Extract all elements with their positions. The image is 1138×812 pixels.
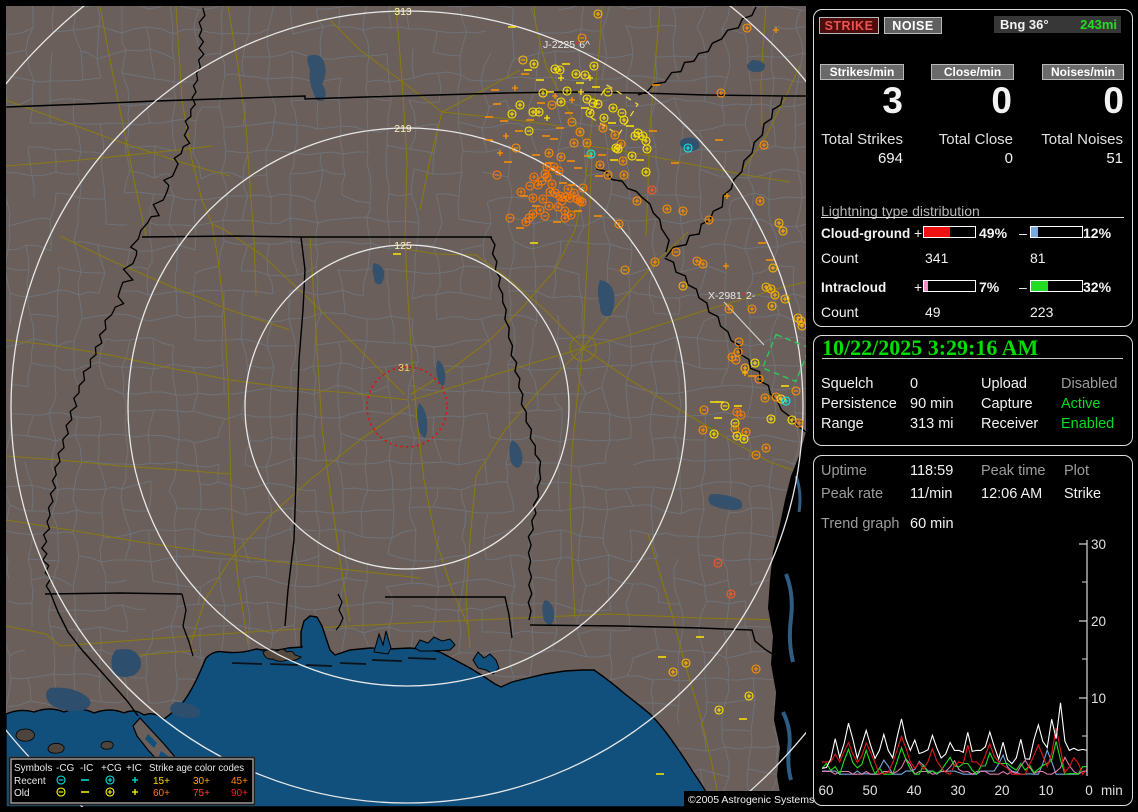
svg-text:30: 30 <box>950 783 965 798</box>
svg-text:Recent: Recent <box>14 776 46 787</box>
svg-text:X-2981*2-: X-2981*2- <box>708 290 756 302</box>
svg-text:-IC: -IC <box>80 763 93 774</box>
svg-text:J-2225*6^: J-2225*6^ <box>543 39 590 51</box>
svg-text:0: 0 <box>1085 783 1093 798</box>
svg-text:219: 219 <box>394 123 412 135</box>
svg-text:Strike age color codes: Strike age color codes <box>149 763 244 774</box>
svg-text:+IC: +IC <box>126 763 142 774</box>
svg-text:min: min <box>1101 783 1123 798</box>
svg-text:30+: 30+ <box>193 776 210 787</box>
svg-text:©2005 Astrogenic Systems: ©2005 Astrogenic Systems <box>688 794 814 806</box>
svg-text:45+: 45+ <box>231 776 248 787</box>
svg-text:90+: 90+ <box>231 788 248 799</box>
svg-text:10: 10 <box>1038 783 1053 798</box>
svg-text:20: 20 <box>1091 614 1106 629</box>
svg-text:31: 31 <box>398 362 410 374</box>
svg-text:30: 30 <box>1091 537 1106 552</box>
svg-text:15+: 15+ <box>153 776 170 787</box>
svg-text:60: 60 <box>818 783 833 798</box>
svg-text:125: 125 <box>394 240 412 252</box>
svg-text:Symbols: Symbols <box>14 763 52 774</box>
svg-text:20: 20 <box>994 783 1009 798</box>
svg-text:Old: Old <box>14 788 30 799</box>
svg-text:-CG: -CG <box>56 763 75 774</box>
svg-text:50: 50 <box>862 783 877 798</box>
svg-text:313: 313 <box>394 6 412 18</box>
svg-text:10: 10 <box>1091 691 1106 706</box>
svg-text:40: 40 <box>906 783 921 798</box>
svg-text:75+: 75+ <box>193 788 210 799</box>
svg-text:60+: 60+ <box>153 788 170 799</box>
svg-text:+CG: +CG <box>101 763 122 774</box>
